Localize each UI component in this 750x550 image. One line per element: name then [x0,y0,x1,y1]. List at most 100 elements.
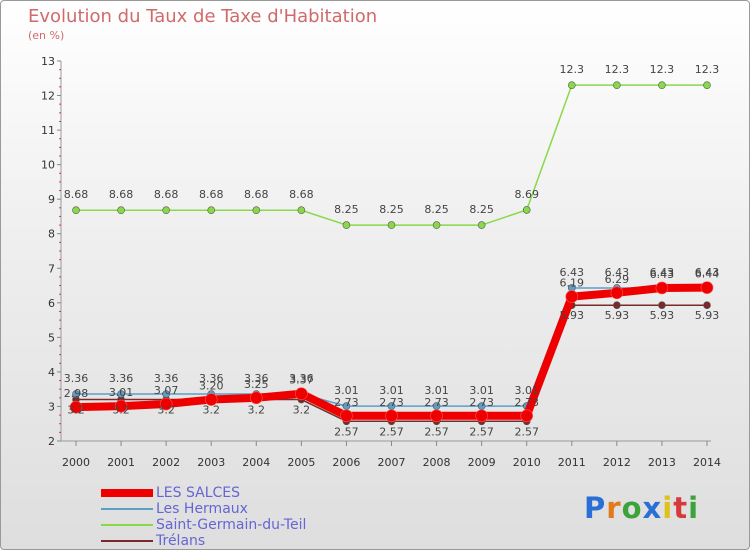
data-point [340,409,353,423]
x-tick-label: 2014 [693,456,721,469]
data-label: 3.25 [244,378,269,391]
data-label: 3.2 [293,404,311,417]
logo-letter: t [673,491,689,525]
data-point [658,81,666,89]
x-tick-label: 2005 [287,456,315,469]
data-label: 5.93 [650,309,675,322]
data-label: 3.20 [199,380,224,393]
data-label: 8.68 [109,188,134,201]
x-tick-label: 2006 [332,456,360,469]
x-tick-label: 2010 [513,456,541,469]
y-tick-label: 10 [41,159,55,172]
data-label: 8.68 [199,188,224,201]
logo-letter: i [662,491,674,525]
data-label: 2.57 [379,425,404,438]
y-tick-label: 9 [48,193,55,206]
x-tick-label: 2003 [197,456,225,469]
x-tick-label: 2009 [468,456,496,469]
data-point [477,221,486,229]
data-point [117,206,125,215]
data-label: 8.68 [289,188,314,201]
data-label: 3.07 [154,384,179,397]
logo-letter: i [688,491,700,525]
data-label: 5.93 [695,309,720,322]
data-label: 3.36 [64,372,89,385]
data-point [475,409,488,423]
data-label: 6.43 [650,268,675,281]
data-point [703,301,711,310]
logo-letter: x [642,491,663,525]
data-point [432,221,441,229]
data-point [613,81,621,89]
data-label: 8.25 [334,203,359,216]
data-point [252,206,261,215]
data-label: 3.01 [379,384,404,397]
x-tick-label: 2013 [648,456,676,469]
data-label: 3.01 [469,384,494,397]
data-label: 2.73 [514,396,539,409]
legend-swatch [101,540,153,542]
data-label: 3.36 [244,372,269,385]
data-label: 5.93 [605,309,630,322]
data-label: 6.19 [560,277,585,290]
data-label: 2.73 [424,396,449,409]
data-point [117,390,125,398]
data-label: 3.01 [514,384,539,397]
data-point [700,281,714,294]
y-tick-label: 8 [48,228,55,241]
data-point [655,281,669,295]
data-label: 6.29 [605,273,630,286]
data-point [522,206,531,214]
data-point [520,409,534,423]
data-point [295,387,308,400]
x-tick-label: 2004 [242,456,270,469]
data-label: 6.43 [605,266,630,279]
data-point [387,221,396,229]
y-tick-label: 6 [48,297,55,310]
legend-swatch [101,524,153,526]
data-point [72,390,80,398]
data-point [204,393,218,406]
data-label: 8.68 [64,188,89,201]
data-label: 3.36 [109,372,134,385]
data-label: 5.93 [560,309,585,322]
data-point [162,390,170,398]
data-label: 6.44 [695,268,720,281]
data-point [342,221,351,229]
data-label: 8.68 [244,188,269,201]
y-tick-label: 11 [41,124,55,137]
data-label: 2.57 [334,425,359,438]
data-point [114,399,128,413]
x-tick-label: 2002 [152,456,180,469]
y-tick-label: 2 [48,435,55,448]
data-label: 3.36 [154,372,179,385]
data-label: 3.2 [112,404,130,417]
legend-swatch [101,489,153,497]
x-tick-label: 2000 [62,456,90,469]
chart-unit-label: (en %) [28,29,65,42]
data-label: 3.2 [67,404,85,417]
y-tick-label: 4 [48,366,55,379]
data-point [565,290,579,303]
data-point [613,301,621,310]
data-label: 3.01 [424,384,449,397]
data-label: 2.57 [469,425,494,438]
data-label: 12.3 [605,63,630,76]
data-label: 6.43 [560,266,585,279]
data-point [162,206,170,215]
data-label: 6.43 [650,266,675,279]
data-label: 2.57 [424,425,449,438]
chart-title: Evolution du Taux de Taxe d'Habitation [28,6,378,27]
data-label: 12.3 [560,63,585,76]
data-point [658,301,666,310]
y-tick-label: 3 [48,400,55,413]
data-label: 3.2 [202,404,220,417]
data-label: 8.25 [424,203,449,216]
data-label: 8.68 [154,188,179,201]
logo-letter: o [621,491,643,525]
data-point [703,81,711,89]
data-label: 8.25 [379,203,404,216]
data-label: 3.2 [248,404,266,417]
y-tick-label: 12 [41,90,55,103]
